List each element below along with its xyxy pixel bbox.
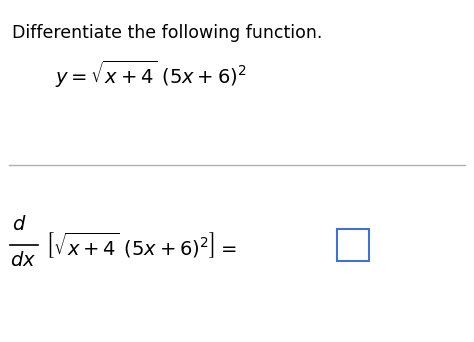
Text: $d$: $d$ xyxy=(12,214,27,234)
Text: Differentiate the following function.: Differentiate the following function. xyxy=(12,24,322,42)
FancyBboxPatch shape xyxy=(337,229,369,261)
Text: $\left[\sqrt{x+4}\ (5x+6)^2\right] =$: $\left[\sqrt{x+4}\ (5x+6)^2\right] =$ xyxy=(45,230,237,260)
Text: $y = \sqrt{x+4}\ (5x+6)^2$: $y = \sqrt{x+4}\ (5x+6)^2$ xyxy=(55,58,246,90)
Text: $dx$: $dx$ xyxy=(10,250,36,269)
